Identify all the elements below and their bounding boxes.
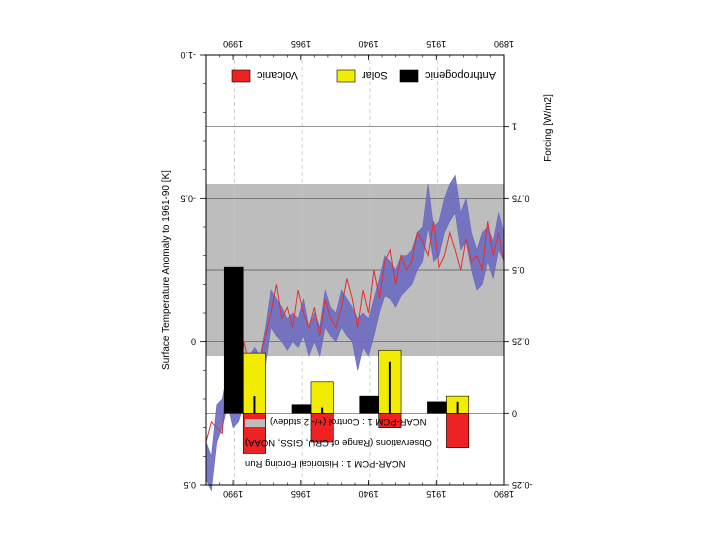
- f-tick-label: 0: [512, 408, 517, 418]
- legend-volcanic-swatch: [231, 69, 251, 83]
- f-tick-label: 0.25: [512, 337, 530, 347]
- right-axis-title: Forcing [W/m2]: [543, 94, 554, 162]
- k-tick-label: -1.0: [180, 50, 196, 60]
- x-tick-label-top: 1890: [494, 39, 514, 49]
- bar-anthropogenic: [427, 401, 447, 414]
- legend-model-label: NCAR-PCM 1 : Historical Forcing Run: [245, 458, 405, 469]
- x-tick-label-top: 1965: [291, 39, 311, 49]
- legend-solar-swatch: [336, 69, 356, 83]
- forcing-bars-layer: [223, 266, 470, 454]
- f-tick-label: -0.25: [512, 480, 533, 490]
- legend-observations-label: Observations (Range of CRU, GISS, NOAA): [245, 437, 432, 448]
- legend-control-label: NCAR-PCM 1 : Control (+/- 2 stddev): [270, 416, 427, 427]
- bar-solar: [310, 381, 334, 414]
- k-tick-label: 0: [191, 337, 196, 347]
- f-tick-label: 0.5: [512, 265, 525, 275]
- k-tick-label: -0.5: [180, 193, 196, 203]
- bar-anthropogenic: [359, 395, 380, 414]
- bar-anthropogenic: [291, 404, 312, 414]
- x-tick-label-bottom: 1940: [359, 489, 379, 499]
- bar-volcanic: [446, 413, 470, 449]
- bar-anthropogenic: [223, 266, 244, 414]
- legend-anthropogenic-swatch: [399, 69, 419, 83]
- x-tick-label-top: 1990: [223, 39, 243, 49]
- k-tick-label: 0.5: [183, 480, 196, 490]
- x-tick-label-top: 1940: [359, 39, 379, 49]
- x-tick-label-bottom: 1990: [223, 489, 243, 499]
- legend-solar-label: Solar: [362, 69, 388, 81]
- x-tick-label-bottom: 1965: [291, 489, 311, 499]
- f-tick-label: 1: [512, 122, 517, 132]
- x-tick-label-bottom: 1890: [494, 489, 514, 499]
- x-tick-label-bottom: 1915: [426, 489, 446, 499]
- legend-control-swatch: [245, 419, 265, 427]
- legend-anthropogenic-label: Anthropogenic: [425, 69, 496, 81]
- f-tick-label: 0.75: [512, 193, 530, 203]
- legend-forcing: Volcanic Solar Anthropogenic: [231, 69, 496, 83]
- axes-layer: 1890 1890 1915 1915 1940 1940 1965 1965 1990 1990…: [180, 39, 532, 499]
- left-axis-title: Surface Temperature Anomaly to 1961-90 […: [161, 170, 172, 370]
- legend-volcanic-label: Volcanic: [257, 69, 298, 81]
- x-tick-label-top: 1915: [426, 39, 446, 49]
- legend-series: NCAR-PCM 1 : Control (+/- 2 stddev) Obse…: [245, 416, 432, 469]
